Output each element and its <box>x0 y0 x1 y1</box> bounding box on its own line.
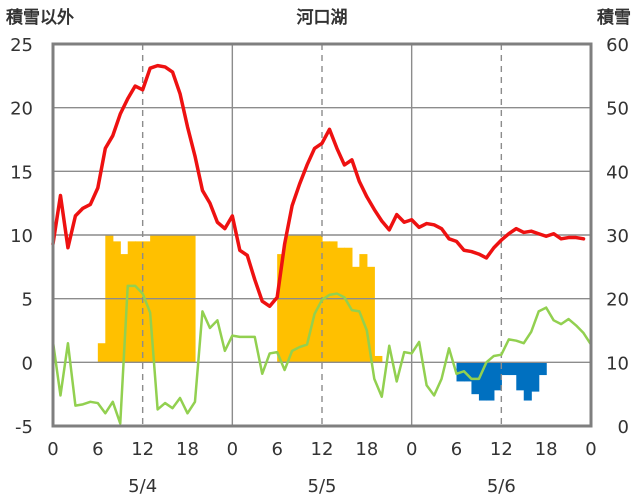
x-tick-label: 18 <box>176 439 199 460</box>
x-tick-label: 0 <box>227 439 238 460</box>
plot-frame <box>51 42 593 428</box>
right-tick-label: 0 <box>618 417 629 438</box>
right-tick-label: 50 <box>606 99 629 120</box>
x-tick-label: 12 <box>311 439 334 460</box>
x-tick-label: 0 <box>406 439 417 460</box>
green-line <box>51 284 593 425</box>
right-tick-labels: 60 50 40 30 20 10 0 <box>606 35 629 438</box>
right-tick-label: 60 <box>606 35 629 56</box>
blue-bars-bar <box>501 362 510 376</box>
day-label: 5/6 <box>487 476 516 497</box>
orange-bars-bar <box>120 254 129 363</box>
left-tick-label: 15 <box>10 162 33 183</box>
right-axis-label: 積雪 <box>597 7 631 28</box>
x-tick-label: 0 <box>585 439 596 460</box>
x-tick-label: 6 <box>451 439 462 460</box>
day-label: 5/5 <box>308 476 337 497</box>
blue-bars-bar <box>486 362 495 401</box>
orange-bars-bar <box>127 241 136 363</box>
x-tick-label: 18 <box>535 439 558 460</box>
red-line <box>51 63 586 309</box>
day-labels: 5/4 5/5 5/6 <box>128 476 516 497</box>
orange-bars-bar <box>336 247 346 363</box>
right-tick-label: 30 <box>606 226 629 247</box>
right-tick-label: 20 <box>606 290 629 311</box>
x-tick-label: 12 <box>131 439 154 460</box>
blue-bars-bar <box>493 362 502 391</box>
orange-bars-bar <box>112 241 121 363</box>
left-tick-label: 0 <box>22 353 33 374</box>
left-tick-label: 5 <box>22 290 33 311</box>
right-tick-label: 40 <box>606 162 629 183</box>
blue-bars-bar <box>463 362 473 382</box>
orange-bars-bar <box>359 254 368 363</box>
chart-title: 河口湖 <box>297 8 348 28</box>
x-tick-labels: 0 6 12 18 0 6 12 18 0 6 12 18 0 <box>47 439 596 460</box>
left-tick-labels: 25 20 15 10 5 0 -5 <box>10 35 33 438</box>
orange-bars-bar <box>277 254 286 363</box>
lines-layer <box>51 63 593 425</box>
x-tick-label: 6 <box>92 439 103 460</box>
x-tick-label: 0 <box>47 439 58 460</box>
left-tick-label: 20 <box>10 99 33 120</box>
blue-bars-bar <box>516 362 525 391</box>
left-tick-label: 10 <box>10 226 33 247</box>
orange-bars-bar <box>97 343 106 363</box>
orange-bars-bar <box>374 355 383 363</box>
orange-bars-bar <box>366 266 375 363</box>
left-tick-label: 25 <box>10 35 33 56</box>
left-axis-label: 積雪以外 <box>6 7 74 28</box>
blue-bars-bar <box>508 362 517 376</box>
blue-bars-bar <box>531 362 540 392</box>
left-tick-label: -5 <box>15 417 33 438</box>
x-tick-label: 18 <box>355 439 378 460</box>
x-tick-label: 6 <box>271 439 282 460</box>
orange-bars-bar <box>351 266 360 363</box>
orange-bars-bar <box>322 241 331 363</box>
orange-bars-bar <box>329 241 338 363</box>
blue-bars-bar <box>523 362 532 401</box>
blue-bars-bar <box>538 362 547 376</box>
blue-bars-bar <box>478 362 487 401</box>
right-tick-label: 10 <box>606 353 629 374</box>
day-label: 5/4 <box>128 476 157 497</box>
x-tick-label: 12 <box>490 439 513 460</box>
orange-bars-bar <box>135 241 144 363</box>
